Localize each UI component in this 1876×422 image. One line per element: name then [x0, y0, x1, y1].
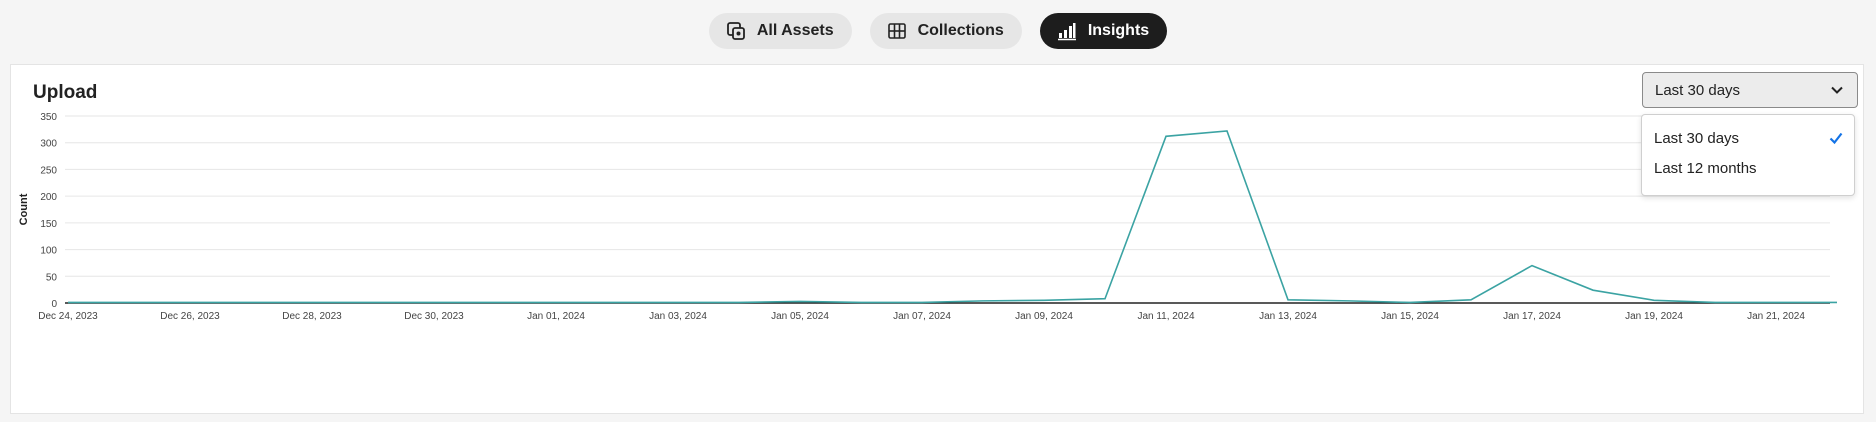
date-range-picker[interactable]: Last 30 days [1642, 72, 1858, 108]
grid-icon [887, 23, 906, 39]
upload-card: Upload Last 30 days 0 50 100 150 200 250 300 35… [10, 64, 1864, 414]
tab-all-assets[interactable]: All Assets [708, 13, 852, 49]
option-label: Last 30 days [1654, 129, 1740, 147]
card-title: Upload [33, 82, 98, 103]
y-tick-label: 200 [40, 192, 57, 203]
x-tick-label: Jan 07, 2024 [893, 311, 951, 322]
date-range-value: Last 30 days [1655, 81, 1741, 99]
x-tick-label: Jan 19, 2024 [1625, 311, 1683, 322]
y-axis-label: Count [18, 193, 30, 225]
dropdown-option-last-30-days[interactable]: Last 30 days [1654, 123, 1844, 153]
y-tick-label: 0 [51, 299, 57, 310]
y-tick-label: 50 [46, 272, 58, 283]
y-tick-label: 250 [40, 165, 57, 176]
dropdown-option-last-12-months[interactable]: Last 12 months [1654, 153, 1844, 183]
x-tick-label: Dec 28, 2023 [282, 311, 342, 322]
checkmark-icon [1829, 132, 1843, 145]
upload-line-chart: 0 50 100 150 200 250 300 350 Count Dec 24, 2023 De… [18, 112, 1837, 322]
y-tick-label: 300 [40, 139, 57, 150]
x-tick-label: Jan 09, 2024 [1015, 311, 1073, 322]
x-tick-label: Jan 03, 2024 [649, 311, 707, 322]
x-tick-label: Jan 01, 2024 [527, 311, 585, 322]
x-tick-label: Dec 26, 2023 [160, 311, 220, 322]
chevron-down-icon [1831, 86, 1843, 94]
x-tick-label: Jan 11, 2024 [1137, 311, 1195, 322]
x-tick-label: Dec 30, 2023 [404, 311, 464, 322]
assets-icon [726, 22, 745, 40]
y-tick-label: 100 [40, 246, 57, 257]
date-range-dropdown: Last 30 days Last 12 months [1641, 114, 1855, 196]
tab-insights[interactable]: Insights [1039, 13, 1168, 49]
x-tick-label: Jan 15, 2024 [1381, 311, 1439, 322]
x-tick-label: Jan 17, 2024 [1503, 311, 1561, 322]
series-line [68, 130, 1837, 304]
x-tick-label: Jan 13, 2024 [1259, 311, 1317, 322]
y-tick-label: 350 [40, 112, 57, 123]
tab-collections[interactable]: Collections [869, 13, 1022, 49]
option-label: Last 12 months [1654, 159, 1757, 177]
tab-all-assets-label: All Assets [756, 22, 834, 39]
x-tick-label: Jan 05, 2024 [771, 311, 829, 322]
top-navigation: All Assets Collections Insights [0, 0, 1876, 62]
x-tick-label: Dec 24, 2023 [38, 311, 98, 322]
x-tick-label: Jan 21, 2024 [1747, 311, 1805, 322]
tab-insights-label: Insights [1087, 22, 1150, 39]
y-tick-label: 150 [40, 219, 57, 230]
tab-collections-label: Collections [917, 22, 1004, 39]
bar-chart-icon [1057, 23, 1076, 41]
